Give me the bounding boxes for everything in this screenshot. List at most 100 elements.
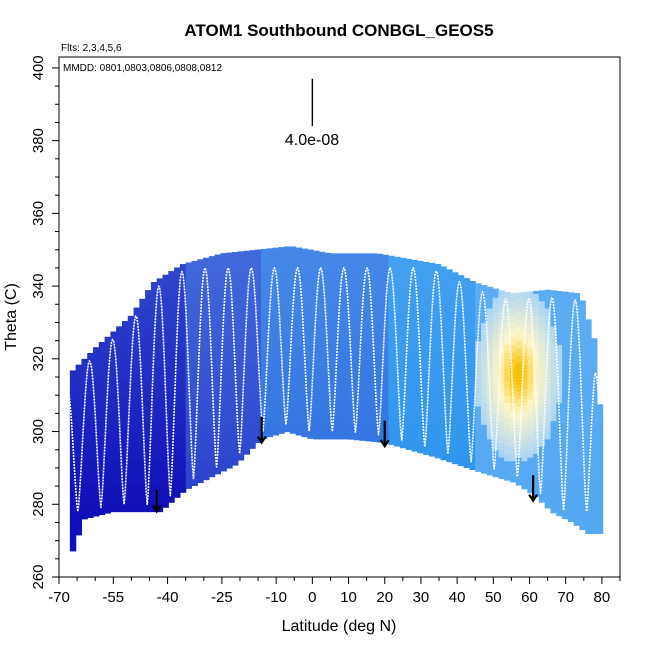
field-cell <box>191 413 198 422</box>
field-cell <box>411 259 418 265</box>
field-cell <box>249 250 256 254</box>
field-cell <box>440 446 447 454</box>
field-cell <box>533 344 540 353</box>
field-cell <box>289 369 297 378</box>
field-cell <box>550 384 557 393</box>
field-cell <box>139 380 146 389</box>
field-cell <box>168 337 175 345</box>
field-cell <box>399 267 407 276</box>
field-cell <box>307 358 314 367</box>
field-cell <box>191 427 198 436</box>
field-cell <box>174 471 181 480</box>
field-cell <box>417 260 424 265</box>
field-cell <box>237 402 245 411</box>
field-cell <box>347 318 355 327</box>
field-cell <box>249 442 256 449</box>
field-cell <box>220 362 227 371</box>
field-cell <box>423 297 430 305</box>
field-cell <box>347 413 355 422</box>
field-cell <box>342 402 349 411</box>
field-cell <box>544 289 552 294</box>
field-cell <box>185 337 193 345</box>
field-cell <box>69 370 77 378</box>
field-cell <box>365 297 372 305</box>
field-cell <box>324 300 332 309</box>
field-cell <box>208 304 216 313</box>
field-cell <box>509 300 517 309</box>
field-cell <box>197 300 204 309</box>
field-cell <box>266 431 274 438</box>
field-cell <box>208 464 216 473</box>
field-cell <box>93 387 100 396</box>
field-cell <box>498 391 505 400</box>
field-cell <box>562 467 569 476</box>
field-cell <box>133 424 140 433</box>
field-cell <box>116 358 123 367</box>
field-cell <box>75 398 83 407</box>
field-cell <box>313 271 320 280</box>
field-cell <box>475 289 482 298</box>
field-cell <box>567 398 575 407</box>
field-cell <box>544 409 552 418</box>
field-cell <box>370 267 378 276</box>
field-cell <box>573 344 581 353</box>
field-cell <box>301 257 308 265</box>
field-cell <box>527 369 534 378</box>
field-cell <box>452 297 459 305</box>
field-cell <box>504 373 511 382</box>
field-cell <box>515 292 523 298</box>
field-cell <box>336 278 343 287</box>
field-cell <box>336 358 343 367</box>
field-cell <box>434 286 442 294</box>
field-cell <box>249 318 256 327</box>
field-cell <box>318 337 326 345</box>
field-cell <box>150 402 158 411</box>
field-cell <box>498 384 505 393</box>
field-cell <box>301 286 308 294</box>
field-cell <box>446 362 453 371</box>
field-cell <box>87 497 94 505</box>
field-cell <box>220 406 227 414</box>
field-cell <box>232 387 239 396</box>
field-cell <box>93 358 100 367</box>
field-cell <box>81 489 88 498</box>
field-cell <box>463 409 471 418</box>
field-cell <box>434 424 442 433</box>
field-cell <box>214 424 222 433</box>
field-cell <box>498 318 505 327</box>
field-cell <box>440 409 447 418</box>
field-cell <box>486 467 494 476</box>
field-cell <box>104 493 111 502</box>
field-cell <box>226 322 233 331</box>
field-cell <box>185 278 193 287</box>
field-cell <box>75 522 83 531</box>
field-cell <box>121 497 129 505</box>
field-cell <box>191 478 198 486</box>
field-cell <box>139 351 146 360</box>
field-cell <box>289 362 297 371</box>
field-cell <box>185 409 193 418</box>
field-cell <box>243 398 250 407</box>
field-cell <box>486 438 494 447</box>
concentration-field <box>69 246 604 552</box>
field-cell <box>295 333 303 342</box>
field-cell <box>214 315 222 324</box>
field-cell <box>394 387 401 396</box>
field-cell <box>226 300 233 309</box>
field-cell <box>382 373 389 382</box>
field-cell <box>278 384 285 393</box>
field-cell <box>521 431 528 440</box>
field-cell <box>220 253 227 262</box>
field-cell <box>208 297 216 305</box>
field-cell <box>266 329 274 338</box>
field-cell <box>174 275 181 284</box>
field-cell <box>185 424 193 433</box>
field-cell <box>434 300 442 309</box>
field-cell <box>411 431 418 440</box>
field-cell <box>110 482 117 491</box>
field-cell <box>197 467 204 476</box>
field-cell <box>255 260 262 269</box>
field-cell <box>428 435 436 444</box>
field-cell <box>556 475 563 484</box>
field-cell <box>498 471 505 479</box>
